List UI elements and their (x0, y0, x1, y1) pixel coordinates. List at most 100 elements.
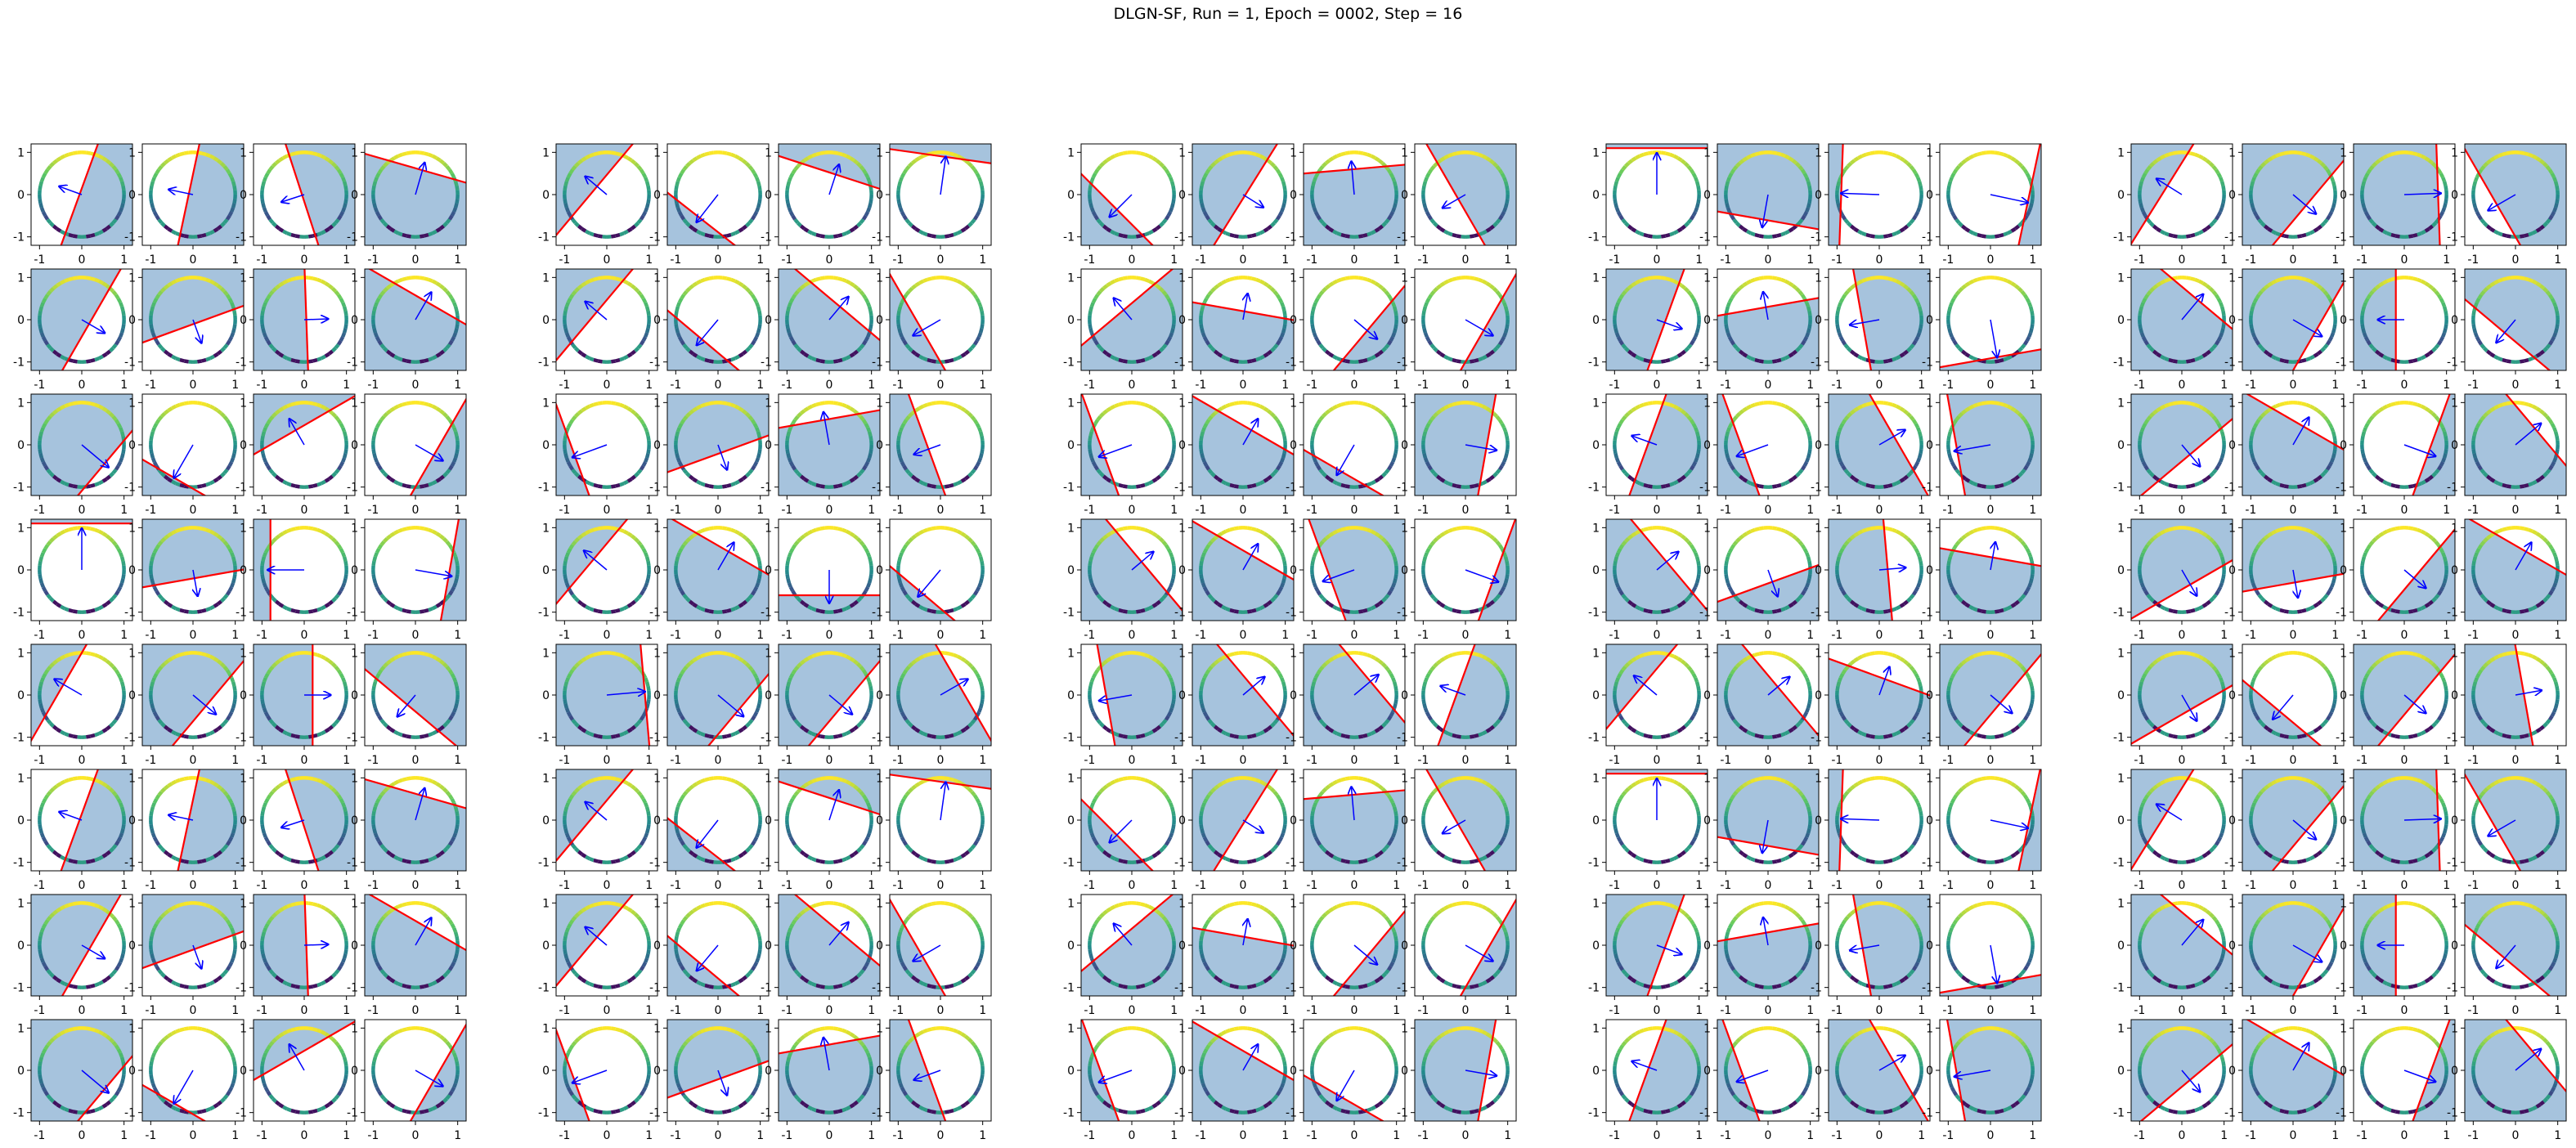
weight-arrow (586, 177, 608, 195)
weight-arrow (59, 812, 83, 821)
data-ring (1199, 150, 1287, 239)
y-tick-label: 0 (351, 439, 358, 452)
y-tick-label: 0 (17, 1065, 25, 1078)
y-tick-label: 1 (876, 146, 883, 159)
y-tick-label: 0 (351, 689, 358, 702)
weight-arrow (1737, 444, 1769, 456)
x-tick-label: 1 (979, 1129, 986, 1142)
data-ring (674, 776, 762, 864)
region-fill (779, 410, 880, 496)
y-tick-label: 0 (1178, 314, 1186, 327)
x-tick-label: 1 (868, 754, 875, 767)
y-tick-label: -1 (649, 1107, 661, 1120)
y-tick-label: 0 (240, 564, 247, 577)
y-tick-label: 0 (1401, 939, 1408, 953)
figure-title: DLGN-SF, Run = 1, Epoch = 0002, Step = 1… (1113, 5, 1463, 23)
y-tick-label: -1 (124, 732, 136, 745)
y-tick-label: 0 (765, 314, 772, 327)
x-tick-label: 1 (2443, 879, 2450, 892)
region-fill (2412, 394, 2455, 496)
weight-arrow (2515, 542, 2531, 571)
x-tick-label: 1 (756, 504, 764, 517)
region-fill (1717, 298, 1819, 370)
data-ring (1724, 401, 1812, 489)
x-tick-label: -1 (2245, 504, 2256, 517)
y-tick-label: -1 (872, 1107, 883, 1120)
y-tick-label: -1 (538, 982, 550, 995)
x-tick-label: 1 (120, 754, 128, 767)
y-tick-label: 1 (1592, 522, 1600, 535)
y-tick-label: 1 (1067, 897, 1075, 910)
y-tick-label: 1 (1178, 522, 1186, 535)
weight-arrow (1465, 1070, 1497, 1076)
y-tick-label: -1 (1588, 982, 1600, 995)
data-ring (1946, 1026, 2035, 1114)
x-tick-label: 1 (2029, 754, 2036, 767)
data-ring (260, 776, 348, 864)
x-tick-label: 1 (2220, 379, 2228, 392)
x-tick-label: 0 (1129, 253, 1136, 267)
x-tick-label: 1 (2220, 754, 2228, 767)
y-tick-label: -1 (13, 231, 25, 244)
weight-arrow (940, 782, 946, 821)
x-tick-label: -1 (1195, 629, 1206, 642)
y-tick-label: -1 (1286, 357, 1297, 370)
y-tick-label: 1 (1290, 522, 1297, 535)
subplot-panel: -1 0 1 1 0 -1 (347, 769, 467, 892)
x-tick-label: 1 (2554, 379, 2561, 392)
y-tick-label: 0 (1067, 189, 1075, 202)
x-tick-label: 0 (79, 754, 86, 767)
x-tick-label: -1 (34, 754, 45, 767)
data-ring (2249, 526, 2337, 614)
y-tick-label: 0 (240, 689, 247, 702)
x-tick-label: -1 (1195, 504, 1206, 517)
y-tick-label: -1 (1397, 1107, 1408, 1120)
y-tick-label: 0 (240, 939, 247, 953)
y-tick-label: 0 (1592, 689, 1600, 702)
data-ring (1421, 150, 1510, 239)
data-ring (563, 901, 651, 989)
x-tick-label: 0 (715, 1004, 722, 1017)
y-tick-label: 1 (17, 397, 25, 410)
x-tick-label: 1 (2554, 879, 2561, 892)
y-tick-label: 0 (1926, 814, 1933, 827)
y-tick-label: -1 (1811, 732, 1822, 745)
x-tick-label: 0 (604, 1004, 611, 1017)
y-tick-label: 1 (765, 397, 772, 410)
x-tick-label: -1 (2245, 1129, 2256, 1142)
subplot-panel: -1 0 1 1 0 -1 (1922, 518, 2042, 642)
y-tick-label: 1 (240, 772, 247, 785)
weight-arrow (1465, 944, 1493, 961)
x-tick-label: 1 (343, 629, 350, 642)
x-tick-label: -1 (367, 629, 379, 642)
y-tick-label: 0 (2117, 689, 2125, 702)
weight-arrow (1767, 677, 1790, 696)
weight-arrow (1351, 161, 1354, 195)
y-tick-label: -1 (124, 231, 136, 244)
y-tick-label: 1 (128, 271, 136, 285)
x-tick-label: 0 (190, 629, 197, 642)
y-tick-label: -1 (649, 357, 661, 370)
x-tick-label: -1 (1942, 879, 1954, 892)
y-tick-label: 1 (2340, 647, 2347, 660)
x-tick-label: 0 (826, 754, 833, 767)
y-tick-label: 1 (351, 271, 358, 285)
subplot-panel: -1 0 1 1 0 -1 (1397, 1019, 1517, 1142)
x-tick-label: 1 (2220, 629, 2228, 642)
y-tick-label: -1 (538, 1107, 550, 1120)
y-tick-label: 0 (17, 439, 25, 452)
y-tick-label: 1 (1592, 897, 1600, 910)
y-tick-label: 0 (1178, 564, 1186, 577)
y-tick-label: 0 (351, 814, 358, 827)
x-tick-label: 1 (1695, 1004, 1703, 1017)
y-tick-label: 1 (2451, 772, 2458, 785)
y-tick-label: -1 (236, 607, 247, 620)
y-tick-label: 0 (1178, 189, 1186, 202)
subplot-panel: -1 0 1 1 0 -1 (1588, 393, 1708, 517)
x-tick-label: 0 (604, 879, 611, 892)
x-tick-label: 1 (645, 1004, 653, 1017)
y-tick-label: -1 (761, 482, 772, 495)
x-tick-label: 0 (79, 253, 86, 267)
y-tick-label: 0 (2451, 1065, 2458, 1078)
y-tick-label: -1 (2113, 982, 2125, 995)
